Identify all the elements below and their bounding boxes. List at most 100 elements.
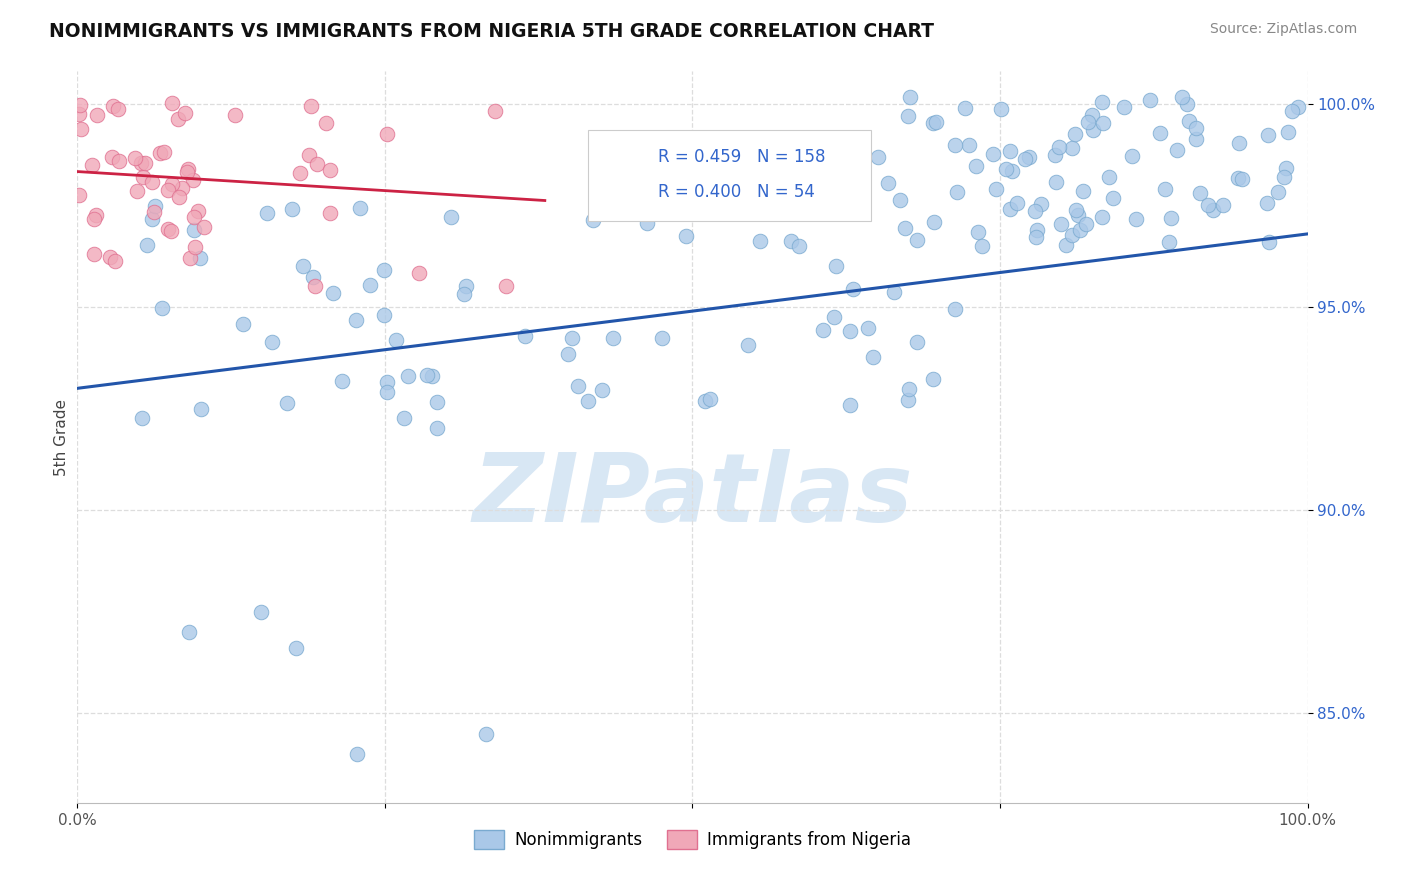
Point: [905, 334, 928, 349]
Point: [1160, 211, 1182, 225]
Point: [839, 324, 862, 338]
Point: [1149, 126, 1171, 140]
Point: [107, 102, 129, 116]
Point: [851, 181, 873, 195]
Point: [1018, 149, 1040, 163]
Point: [1060, 228, 1083, 243]
Point: [1060, 141, 1083, 155]
Point: [1177, 114, 1199, 128]
Point: [375, 375, 398, 389]
Point: [84, 208, 107, 222]
Point: [1275, 161, 1298, 175]
Point: [107, 153, 129, 168]
Point: [124, 151, 146, 165]
Point: [408, 266, 430, 280]
Point: [184, 240, 207, 254]
Point: [346, 313, 368, 327]
Point: [1091, 210, 1114, 224]
Point: [193, 220, 215, 235]
Point: [375, 384, 398, 399]
Text: ZIPatlas: ZIPatlas: [472, 449, 912, 542]
Point: [1272, 169, 1295, 184]
Point: [644, 194, 666, 208]
Point: [101, 150, 124, 164]
Point: [1257, 235, 1279, 249]
Point: [925, 114, 948, 128]
Point: [922, 116, 945, 130]
Point: [1189, 186, 1212, 200]
Point: [131, 156, 153, 170]
Point: [943, 301, 966, 316]
Point: [1125, 211, 1147, 226]
Point: [299, 99, 322, 113]
Point: [321, 285, 343, 300]
Point: [224, 108, 246, 122]
Point: [440, 210, 463, 224]
Point: [183, 222, 205, 236]
Point: [1202, 202, 1225, 217]
Point: [125, 184, 148, 198]
Point: [373, 309, 395, 323]
Point: [924, 215, 946, 229]
Point: [1171, 90, 1194, 104]
Point: [304, 278, 326, 293]
Point: [894, 221, 917, 235]
Point: [1257, 128, 1279, 143]
Point: [995, 161, 1018, 176]
Point: [1232, 172, 1254, 186]
Text: R = 0.459   N = 158: R = 0.459 N = 158: [658, 148, 825, 166]
Point: [876, 176, 898, 190]
Point: [1286, 100, 1309, 114]
Point: [330, 374, 353, 388]
Point: [318, 206, 340, 220]
Point: [104, 254, 127, 268]
Point: [838, 202, 860, 217]
Point: [1014, 152, 1036, 166]
Text: NONIMMIGRANTS VS IMMIGRANTS FROM NIGERIA 5TH GRADE CORRELATION CHART: NONIMMIGRANTS VS IMMIGRANTS FROM NIGERIA…: [49, 22, 934, 41]
Point: [839, 398, 862, 412]
Point: [998, 145, 1021, 159]
Point: [98, 250, 121, 264]
Point: [737, 202, 759, 217]
Point: [1091, 116, 1114, 130]
Point: [298, 148, 321, 162]
Point: [1081, 123, 1104, 137]
Point: [637, 216, 659, 230]
Point: [157, 221, 180, 235]
Point: [256, 206, 278, 220]
Point: [828, 186, 851, 201]
FancyBboxPatch shape: [588, 130, 870, 221]
Point: [101, 98, 124, 112]
Point: [675, 228, 697, 243]
Point: [484, 103, 506, 118]
Point: [922, 372, 945, 386]
Point: [285, 641, 308, 656]
Point: [1005, 195, 1028, 210]
Point: [349, 201, 371, 215]
Point: [567, 379, 589, 393]
Point: [276, 396, 298, 410]
Point: [953, 101, 976, 115]
Point: [174, 105, 197, 120]
Point: [1026, 223, 1049, 237]
Point: [67, 188, 90, 202]
Point: [319, 163, 342, 178]
Point: [250, 605, 273, 619]
Point: [416, 368, 439, 383]
Point: [150, 301, 173, 316]
Point: [693, 393, 716, 408]
Point: [67, 106, 90, 120]
Point: [1049, 217, 1071, 231]
Point: [183, 210, 205, 224]
Point: [897, 392, 920, 407]
Point: [305, 157, 328, 171]
Point: [970, 239, 993, 253]
Y-axis label: 5th Grade: 5th Grade: [53, 399, 69, 475]
Point: [86, 108, 108, 122]
Point: [1185, 132, 1208, 146]
Point: [582, 213, 605, 227]
Point: [1175, 96, 1198, 111]
Point: [998, 202, 1021, 216]
Point: [1069, 223, 1091, 237]
Point: [1112, 100, 1135, 114]
